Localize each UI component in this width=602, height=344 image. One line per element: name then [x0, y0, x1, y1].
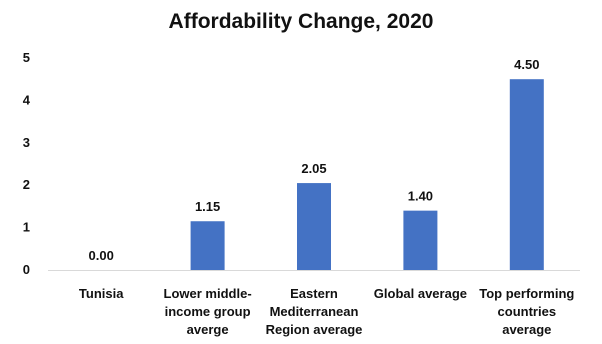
x-tick-label: Top performing countries average — [479, 286, 574, 337]
x-tick-label-line: averge — [187, 322, 229, 337]
data-label: 1.40 — [408, 189, 433, 204]
y-tick-label: 5 — [23, 50, 30, 65]
y-tick-label: 1 — [23, 220, 30, 235]
x-tick-label: Lower middle-income group averge — [164, 286, 252, 337]
bar — [509, 79, 544, 270]
bar — [403, 210, 438, 270]
x-tick-label-line: income group — [165, 304, 251, 319]
x-tick-label: Tunisia — [79, 286, 124, 301]
bar — [297, 183, 331, 270]
x-axis: Tunisia Lower middle-income group averge Ea… — [48, 270, 580, 337]
bar — [190, 221, 225, 270]
data-label: 2.05 — [301, 161, 326, 176]
bars — [190, 79, 544, 270]
x-tick-label: Eastern Mediterranean Region average — [266, 286, 363, 337]
data-label: 4.50 — [514, 57, 539, 72]
x-tick-label-line: Eastern — [290, 286, 338, 301]
data-labels: 0.00 1.15 2.05 1.40 4.50 — [89, 57, 540, 263]
y-axis: 0 1 2 3 4 5 — [23, 50, 31, 277]
x-tick-label-line: Mediterranean — [270, 304, 359, 319]
x-tick-label-line: Global average — [374, 286, 467, 301]
y-tick-label: 4 — [23, 92, 31, 107]
y-tick-label: 2 — [23, 177, 30, 192]
data-label: 1.15 — [195, 199, 220, 214]
x-tick-label-line: Top performing — [479, 286, 574, 301]
y-tick-label: 0 — [23, 262, 30, 277]
x-tick-label-line: average — [502, 322, 551, 337]
x-tick-label-line: Lower middle- — [164, 286, 252, 301]
data-label: 0.00 — [89, 248, 114, 263]
x-tick-label-line: Tunisia — [79, 286, 124, 301]
y-tick-label: 3 — [23, 135, 30, 150]
x-tick-label: Global average — [374, 286, 467, 301]
x-tick-label-line: countries — [498, 304, 557, 319]
chart-title: Affordability Change, 2020 — [169, 10, 434, 33]
x-tick-label-line: Region average — [266, 322, 363, 337]
